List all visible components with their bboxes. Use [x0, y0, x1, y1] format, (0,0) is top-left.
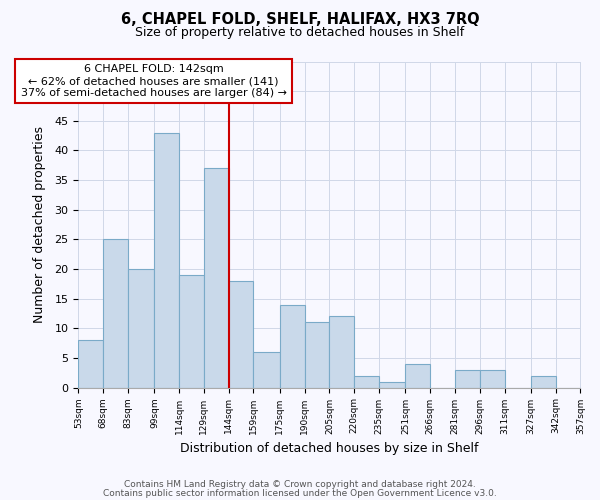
Text: 6, CHAPEL FOLD, SHELF, HALIFAX, HX3 7RQ: 6, CHAPEL FOLD, SHELF, HALIFAX, HX3 7RQ	[121, 12, 479, 28]
Text: Contains HM Land Registry data © Crown copyright and database right 2024.: Contains HM Land Registry data © Crown c…	[124, 480, 476, 489]
X-axis label: Distribution of detached houses by size in Shelf: Distribution of detached houses by size …	[180, 442, 479, 455]
Bar	[406, 364, 430, 388]
Text: 6 CHAPEL FOLD: 142sqm
← 62% of detached houses are smaller (141)
37% of semi-det: 6 CHAPEL FOLD: 142sqm ← 62% of detached …	[20, 64, 287, 98]
Bar	[229, 281, 253, 388]
Bar	[128, 269, 154, 388]
Bar	[329, 316, 354, 388]
Bar	[154, 132, 179, 388]
Y-axis label: Number of detached properties: Number of detached properties	[33, 126, 46, 323]
Bar	[305, 322, 329, 388]
Bar	[79, 340, 103, 388]
Text: Size of property relative to detached houses in Shelf: Size of property relative to detached ho…	[136, 26, 464, 39]
Bar	[455, 370, 480, 388]
Bar	[103, 240, 128, 388]
Text: Contains public sector information licensed under the Open Government Licence v3: Contains public sector information licen…	[103, 488, 497, 498]
Bar	[179, 275, 204, 388]
Bar	[531, 376, 556, 388]
Bar	[480, 370, 505, 388]
Bar	[204, 168, 229, 388]
Bar	[379, 382, 406, 388]
Bar	[280, 304, 305, 388]
Bar	[253, 352, 280, 388]
Bar	[354, 376, 379, 388]
